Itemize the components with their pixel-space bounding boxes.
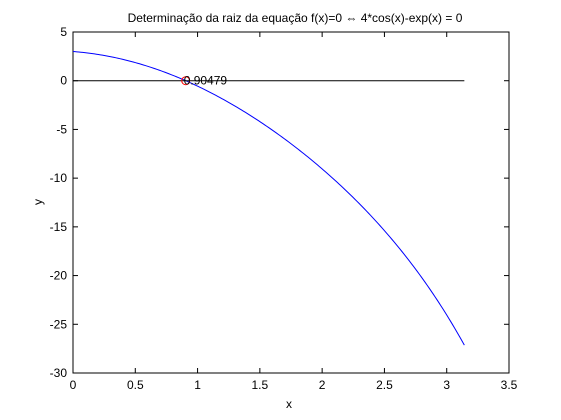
x-axis-label: x (286, 397, 292, 411)
y-tick-label: -30 (50, 366, 68, 380)
chart-title: Determinação da raiz da equação f(x)=0 ⇔… (128, 11, 463, 25)
y-axis-ticks: 5 0 -5 -10 -15 -20 -25 -30 (50, 25, 509, 380)
x-tick-label: 0 (70, 378, 77, 392)
y-tick-label: 5 (60, 25, 67, 39)
y-tick-label: -15 (50, 220, 68, 234)
y-tick-label: -20 (50, 269, 68, 283)
x-tick-label: 2 (319, 378, 326, 392)
x-tick-label: 3.5 (501, 378, 518, 392)
x-tick-label: 0.5 (127, 378, 144, 392)
function-curve (72, 50, 465, 346)
series-layer (72, 50, 465, 346)
x-tick-label: 1.5 (252, 378, 269, 392)
root-marker (181, 76, 191, 86)
y-tick-label: -5 (56, 122, 67, 136)
root-label: 0.90479 (184, 74, 228, 88)
x-tick-label: 3 (443, 378, 450, 392)
x-axis-ticks: 0 0.5 1 1.5 2 2.5 3 3.5 (70, 32, 518, 392)
y-tick-label: -10 (50, 171, 68, 185)
axes-box (72, 31, 510, 374)
y-tick-label: -25 (50, 317, 68, 331)
x-tick-label: 1 (194, 378, 201, 392)
y-tick-label: 0 (60, 74, 67, 88)
x-tick-label: 2.5 (376, 378, 393, 392)
root-layer: 0.90479 (181, 74, 228, 88)
y-axis-label: y (31, 199, 45, 205)
plot-area: 0 0.5 1 1.5 2 2.5 3 3.5 5 0 -5 -10 -15 -20 -25 -30 0.9… (50, 25, 518, 392)
